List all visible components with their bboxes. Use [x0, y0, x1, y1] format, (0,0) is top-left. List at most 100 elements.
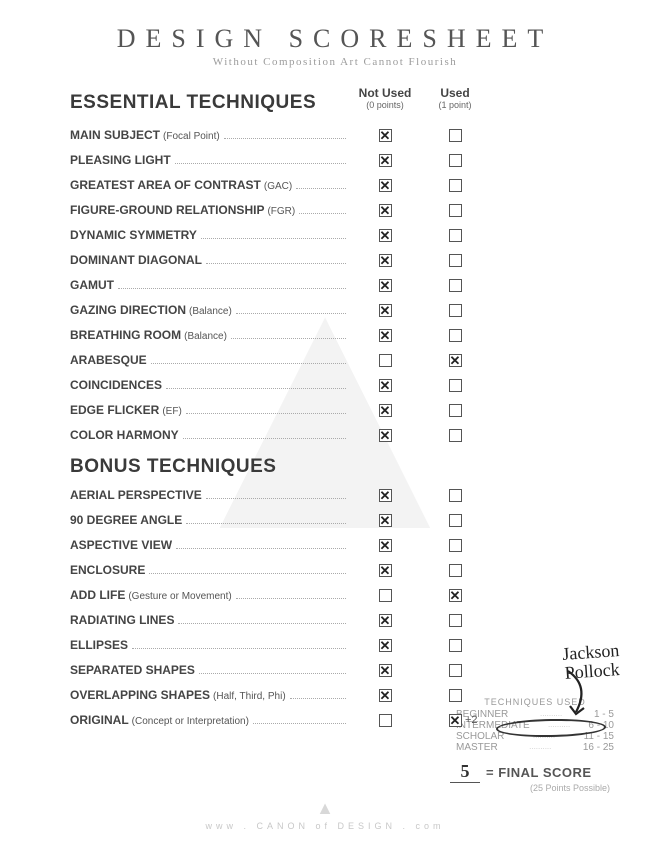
checkbox-used[interactable]: ✕: [449, 714, 462, 727]
technique-note: (Focal Point): [163, 131, 220, 142]
footer: ▲ www . CANON of DESIGN . com: [0, 798, 650, 831]
technique-row: ENCLOSURE ✕: [70, 559, 600, 581]
checkbox-used[interactable]: ✕: [449, 354, 462, 367]
technique-label: GAZING DIRECTION: [70, 303, 186, 317]
technique-row: OVERLAPPING SHAPES(Half, Third, Phi) ✕: [70, 684, 600, 706]
technique-row: GAMUT ✕: [70, 274, 600, 296]
checkbox-not-used[interactable]: [379, 589, 392, 602]
checkbox-not-used[interactable]: ✕: [379, 329, 392, 342]
technique-row: ARABESQUE ✕: [70, 349, 600, 371]
technique-row: GREATEST AREA OF CONTRAST(GAC)✕: [70, 174, 600, 196]
technique-label: COINCIDENCES: [70, 378, 162, 392]
checkbox-not-used[interactable]: ✕: [379, 539, 392, 552]
footer-logo-icon: ▲: [0, 798, 650, 819]
technique-note: (FGR): [267, 206, 295, 217]
checkbox-not-used[interactable]: ✕: [379, 229, 392, 242]
checkbox-not-used[interactable]: ✕: [379, 279, 392, 292]
checkbox-used[interactable]: [449, 639, 462, 652]
checkbox-used[interactable]: [449, 129, 462, 142]
technique-label: ADD LIFE: [70, 588, 125, 602]
technique-label: ENCLOSURE: [70, 563, 145, 577]
technique-label: DOMINANT DIAGONAL: [70, 253, 202, 267]
technique-note: (Concept or Interpretation): [132, 716, 249, 727]
final-score-label: = FINAL SCORE: [486, 765, 592, 780]
final-score-sub: (25 Points Possible): [450, 783, 620, 793]
checkbox-not-used[interactable]: [379, 354, 392, 367]
section-bonus-title: BONUS TECHNIQUES: [70, 456, 600, 478]
technique-row: PLEASING LIGHT ✕: [70, 149, 600, 171]
technique-row: SEPARATED SHAPES ✕: [70, 659, 600, 681]
bonus-rows: AERIAL PERSPECTIVE✕90 DEGREE ANGLE✕ASPEC…: [70, 484, 600, 731]
checkbox-not-used[interactable]: ✕: [379, 429, 392, 442]
page-title: DESIGN SCORESHEET: [70, 24, 600, 54]
technique-row: DOMINANT DIAGONAL ✕: [70, 249, 600, 271]
checkbox-used[interactable]: [449, 204, 462, 217]
checkbox-used[interactable]: [449, 304, 462, 317]
checkbox-used[interactable]: [449, 279, 462, 292]
checkbox-used[interactable]: [449, 539, 462, 552]
technique-row: COLOR HARMONY ✕: [70, 424, 600, 446]
checkbox-used[interactable]: [449, 689, 462, 702]
checkbox-used[interactable]: [449, 154, 462, 167]
checkbox-not-used[interactable]: ✕: [379, 379, 392, 392]
checkbox-not-used[interactable]: ✕: [379, 689, 392, 702]
checkbox-used[interactable]: [449, 514, 462, 527]
checkbox-not-used[interactable]: ✕: [379, 254, 392, 267]
technique-note: (Balance): [189, 306, 232, 317]
technique-note: (Gesture or Movement): [128, 591, 231, 602]
checkbox-not-used[interactable]: ✕: [379, 179, 392, 192]
column-headers: ESSENTIAL TECHNIQUES Not Used (0 points)…: [70, 86, 600, 120]
technique-row: MAIN SUBJECT(Focal Point) ✕: [70, 124, 600, 146]
checkbox-not-used[interactable]: ✕: [379, 489, 392, 502]
checkbox-not-used[interactable]: ✕: [379, 129, 392, 142]
technique-note: (EF): [162, 406, 181, 417]
checkbox-not-used[interactable]: ✕: [379, 154, 392, 167]
technique-row: DYNAMIC SYMMETRY ✕: [70, 224, 600, 246]
technique-label: ARABESQUE: [70, 353, 147, 367]
technique-label: EDGE FLICKER: [70, 403, 159, 417]
checkbox-used[interactable]: [449, 429, 462, 442]
checkbox-not-used[interactable]: [379, 714, 392, 727]
checkbox-used[interactable]: [449, 489, 462, 502]
final-score-row: 5 = FINAL SCORE: [450, 761, 620, 783]
technique-label: ASPECTIVE VIEW: [70, 538, 172, 552]
checkbox-used[interactable]: [449, 379, 462, 392]
checkbox-used[interactable]: [449, 664, 462, 677]
technique-label: PLEASING LIGHT: [70, 153, 171, 167]
arrow-icon: [548, 668, 598, 723]
checkbox-not-used[interactable]: ✕: [379, 614, 392, 627]
checkbox-used[interactable]: [449, 404, 462, 417]
checkbox-not-used[interactable]: ✕: [379, 664, 392, 677]
checkbox-not-used[interactable]: ✕: [379, 564, 392, 577]
technique-row: COINCIDENCES ✕: [70, 374, 600, 396]
technique-label: GAMUT: [70, 278, 114, 292]
checkbox-used[interactable]: [449, 329, 462, 342]
technique-label: OVERLAPPING SHAPES: [70, 688, 210, 702]
technique-note: (GAC): [264, 181, 292, 192]
technique-label: ORIGINAL: [70, 713, 129, 727]
technique-note: (Half, Third, Phi): [213, 691, 286, 702]
technique-note: (Balance): [184, 331, 227, 342]
checkbox-not-used[interactable]: ✕: [379, 204, 392, 217]
technique-label: FIGURE-GROUND RELATIONSHIP: [70, 203, 264, 217]
subtitle: Without Composition Art Cannot Flourish: [70, 56, 600, 68]
col-not-used: Not Used (0 points): [350, 86, 420, 120]
checkbox-used[interactable]: [449, 229, 462, 242]
checkbox-not-used[interactable]: ✕: [379, 404, 392, 417]
checkbox-used[interactable]: [449, 179, 462, 192]
checkbox-not-used[interactable]: ✕: [379, 514, 392, 527]
checkbox-not-used[interactable]: ✕: [379, 304, 392, 317]
technique-label: COLOR HARMONY: [70, 428, 179, 442]
checkbox-used[interactable]: [449, 614, 462, 627]
technique-label: SEPARATED SHAPES: [70, 663, 195, 677]
technique-label: MAIN SUBJECT: [70, 128, 160, 142]
checkbox-not-used[interactable]: ✕: [379, 639, 392, 652]
checkbox-used[interactable]: ✕: [449, 589, 462, 602]
checkbox-used[interactable]: [449, 254, 462, 267]
technique-label: DYNAMIC SYMMETRY: [70, 228, 197, 242]
technique-row: ASPECTIVE VIEW ✕: [70, 534, 600, 556]
final-score-value: 5: [450, 761, 480, 783]
checkbox-used[interactable]: [449, 564, 462, 577]
technique-label: BREATHING ROOM: [70, 328, 181, 342]
technique-row: ELLIPSES✕: [70, 634, 600, 656]
